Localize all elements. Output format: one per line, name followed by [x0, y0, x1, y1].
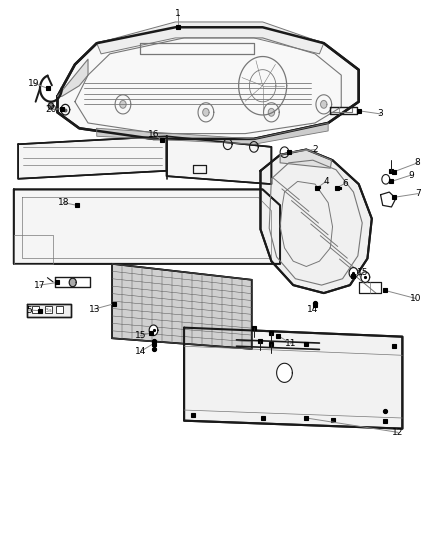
- Polygon shape: [57, 27, 359, 139]
- Text: 15: 15: [357, 269, 369, 277]
- Text: 17: 17: [34, 280, 46, 289]
- Polygon shape: [27, 304, 71, 317]
- Polygon shape: [321, 101, 327, 108]
- Polygon shape: [184, 328, 403, 429]
- Text: 8: 8: [415, 158, 420, 167]
- Polygon shape: [14, 189, 280, 264]
- Text: 14: 14: [135, 347, 146, 356]
- Text: 20: 20: [45, 105, 57, 114]
- Bar: [56, 306, 63, 313]
- Text: 15: 15: [134, 331, 146, 340]
- Text: 4: 4: [323, 177, 329, 186]
- Polygon shape: [97, 22, 324, 54]
- Bar: [32, 306, 39, 313]
- Polygon shape: [48, 103, 53, 109]
- Text: 1: 1: [175, 10, 180, 19]
- Text: 16: 16: [148, 130, 159, 139]
- Polygon shape: [349, 268, 358, 278]
- Polygon shape: [149, 325, 158, 336]
- Polygon shape: [69, 278, 76, 287]
- Text: 10: 10: [410, 294, 421, 303]
- Text: 3a: 3a: [45, 308, 53, 313]
- Polygon shape: [280, 150, 332, 168]
- Text: 12: 12: [392, 428, 404, 437]
- Polygon shape: [120, 101, 126, 108]
- Bar: [45, 306, 52, 313]
- Polygon shape: [277, 364, 292, 382]
- Text: 11: 11: [285, 339, 297, 348]
- Polygon shape: [112, 264, 252, 349]
- Text: 7: 7: [415, 189, 420, 198]
- Polygon shape: [268, 109, 275, 116]
- Polygon shape: [361, 272, 370, 282]
- Text: 14: 14: [307, 304, 318, 313]
- Text: 9: 9: [408, 171, 414, 180]
- Polygon shape: [203, 109, 209, 116]
- Text: 6: 6: [343, 179, 349, 188]
- Text: 5: 5: [26, 305, 32, 314]
- Polygon shape: [261, 150, 372, 293]
- Text: 18: 18: [58, 198, 70, 207]
- Polygon shape: [18, 136, 166, 179]
- Text: 19: 19: [28, 78, 39, 87]
- Text: 3: 3: [378, 109, 383, 118]
- Text: 13: 13: [89, 304, 100, 313]
- Polygon shape: [57, 59, 88, 96]
- Polygon shape: [97, 123, 328, 144]
- Text: 2: 2: [312, 145, 318, 154]
- Polygon shape: [166, 136, 272, 184]
